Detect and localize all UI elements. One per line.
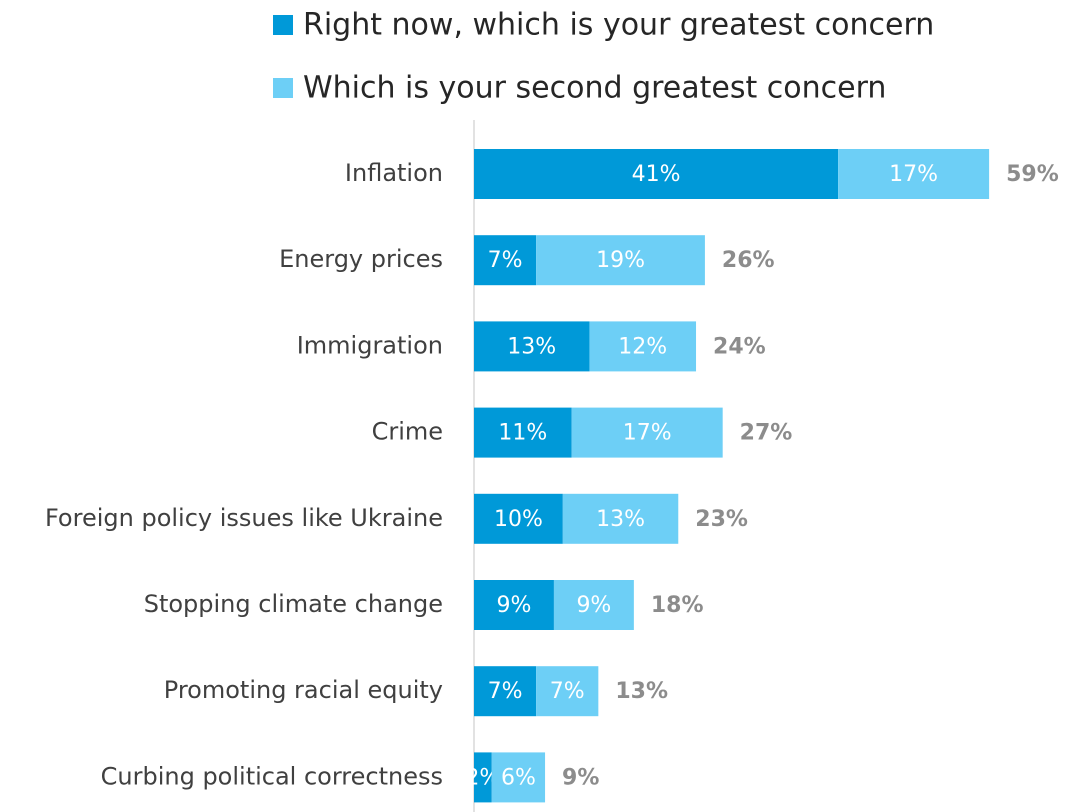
category-label: Foreign policy issues like Ukraine: [45, 504, 443, 532]
category-labels-group: Inflation Energy prices Immigration Crime Fo…: [45, 159, 443, 790]
bar-value-label-series-2: 9%: [576, 593, 611, 618]
bar-segment-series-1: [474, 235, 537, 286]
bar-total-label: 18%: [651, 593, 704, 618]
total-labels-group: 59% 26% 24% 27% 23% 18% 13% 9%: [562, 162, 1059, 790]
bar-value-label-series-2: 19%: [596, 248, 645, 273]
bar-segment-series-2: [553, 580, 634, 630]
chart-legend: Right now, which is your greatest concer…: [273, 8, 934, 106]
category-label: Inflation: [345, 159, 443, 187]
category-label: Crime: [372, 418, 443, 446]
bar-segment-series-2: [571, 407, 723, 458]
bar-value-label-series-2: 7%: [550, 679, 585, 704]
bar-value-label-series-2: 17%: [889, 162, 938, 187]
bar-segment-series-2: [491, 752, 546, 803]
bar-segment-series-1: [474, 321, 590, 372]
bar-total-label: 27%: [740, 421, 793, 446]
bar-value-label-series-1: 11%: [498, 421, 547, 446]
category-label: Energy prices: [279, 245, 443, 273]
category-label: Promoting racial equity: [164, 676, 443, 704]
bar-total-label: 13%: [615, 679, 668, 704]
bar-segment-series-1: [474, 407, 572, 458]
bars-group: 41% 17%7% 19%13% 12%11% 17%10% 13%9% 9%7% 7%2% 6…: [465, 149, 990, 803]
bar-segment-series-2: [536, 666, 599, 717]
bar-value-label-series-2: 17%: [623, 421, 672, 446]
bar-value-label-series-1: 13%: [507, 334, 556, 359]
bar-segment-series-2: [589, 321, 697, 372]
bar-segment-series-1: [474, 752, 492, 803]
bar-segment-series-2: [838, 149, 990, 199]
bar-segment-series-1: [474, 666, 537, 717]
legend-swatch-1: [273, 15, 293, 35]
bar-total-label: 59%: [1006, 162, 1059, 187]
bar-segment-series-2: [536, 235, 705, 286]
bar-total-label: 26%: [722, 248, 775, 273]
bar-value-label-series-2: 6%: [501, 765, 536, 790]
bar-value-label-series-1: 7%: [488, 679, 523, 704]
legend-swatch-2: [273, 78, 293, 98]
bar-segment-series-1: [474, 580, 554, 630]
bar-value-label-series-2: 13%: [596, 507, 645, 532]
bar-segment-series-1: [474, 493, 563, 544]
bar-value-label-series-1: 41%: [632, 162, 681, 187]
bar-segment-series-2: [562, 493, 679, 544]
category-label: Stopping climate change: [144, 590, 443, 618]
bar-total-label: 9%: [562, 765, 599, 790]
bar-total-label: 24%: [713, 334, 766, 359]
bar-total-label: 23%: [695, 507, 748, 532]
legend-label-2: Which is your second greatest concern: [303, 71, 886, 106]
bar-value-label-series-1: 7%: [488, 248, 523, 273]
bar-value-label-series-1: 9%: [497, 593, 532, 618]
category-label: Curbing political correctness: [101, 762, 443, 790]
bar-segment-series-1: [474, 149, 839, 199]
bar-value-label-series-1: 10%: [494, 507, 543, 532]
category-label: Immigration: [297, 331, 443, 359]
legend-label-1: Right now, which is your greatest concer…: [303, 8, 934, 43]
bar-value-label-series-2: 12%: [618, 334, 667, 359]
